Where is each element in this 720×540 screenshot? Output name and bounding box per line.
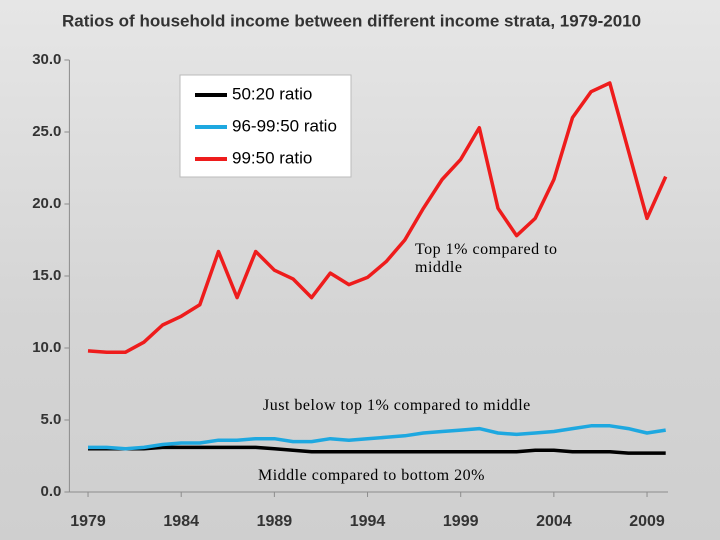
legend-label: 99:50 ratio [232, 148, 312, 167]
annotation: Top 1% compared to middle [415, 241, 558, 276]
y-tick-label: 30.0 [32, 51, 61, 68]
legend-label: 50:20 ratio [232, 84, 312, 103]
chart-title: Ratios of household income between diffe… [62, 11, 641, 30]
x-tick-label: 2004 [536, 513, 572, 530]
y-tick-label: 5.0 [41, 411, 62, 428]
y-tick-label: 10.0 [32, 339, 61, 356]
series-line [87, 81, 668, 355]
y-tick-label: 20.0 [32, 195, 61, 212]
x-tick-label: 1999 [443, 513, 479, 530]
legend-label: 96-99:50 ratio [232, 116, 337, 135]
y-tick-label: 25.0 [32, 123, 61, 140]
annotation: Middle compared to bottom 20% [258, 467, 485, 484]
x-tick-label: 1994 [350, 513, 386, 530]
series-line [88, 445, 666, 455]
y-tick-label: 15.0 [32, 267, 61, 284]
x-tick-label: 1979 [70, 513, 106, 530]
x-tick-label: 1984 [163, 513, 199, 530]
series-line [88, 424, 666, 451]
x-tick-label: 2009 [629, 513, 665, 530]
x-tick-label: 1989 [257, 513, 293, 530]
annotation: Just below top 1% compared to middle [263, 397, 531, 414]
y-tick-label: 0.0 [41, 483, 62, 500]
